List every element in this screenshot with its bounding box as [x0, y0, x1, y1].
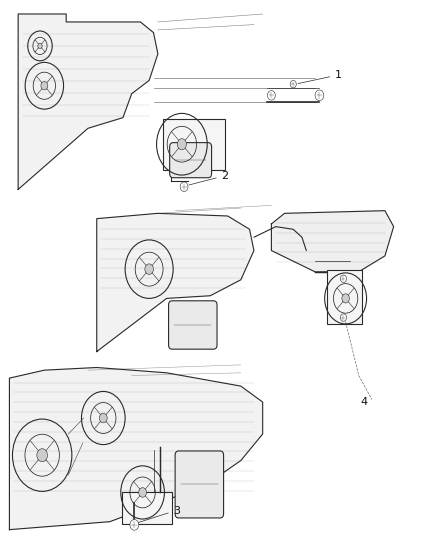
- Circle shape: [342, 294, 350, 303]
- FancyBboxPatch shape: [169, 301, 217, 349]
- Polygon shape: [272, 211, 394, 272]
- FancyBboxPatch shape: [327, 270, 362, 324]
- Circle shape: [99, 413, 107, 423]
- Circle shape: [145, 264, 153, 274]
- Circle shape: [139, 488, 147, 497]
- Circle shape: [340, 314, 346, 321]
- Circle shape: [315, 90, 324, 101]
- Text: 3: 3: [173, 506, 180, 516]
- FancyBboxPatch shape: [175, 451, 223, 518]
- Circle shape: [38, 43, 42, 49]
- Text: 1: 1: [335, 70, 342, 80]
- Circle shape: [37, 449, 47, 462]
- Polygon shape: [10, 368, 263, 530]
- Polygon shape: [97, 213, 254, 352]
- Circle shape: [290, 80, 296, 88]
- Text: 4: 4: [361, 397, 368, 407]
- FancyBboxPatch shape: [163, 119, 225, 169]
- Circle shape: [268, 91, 276, 100]
- Circle shape: [41, 82, 48, 90]
- Text: 2: 2: [221, 171, 228, 181]
- FancyBboxPatch shape: [122, 492, 172, 524]
- Circle shape: [180, 182, 188, 191]
- Circle shape: [177, 139, 187, 150]
- Polygon shape: [18, 14, 158, 189]
- Circle shape: [340, 275, 346, 282]
- FancyBboxPatch shape: [170, 143, 212, 177]
- Circle shape: [130, 520, 139, 530]
